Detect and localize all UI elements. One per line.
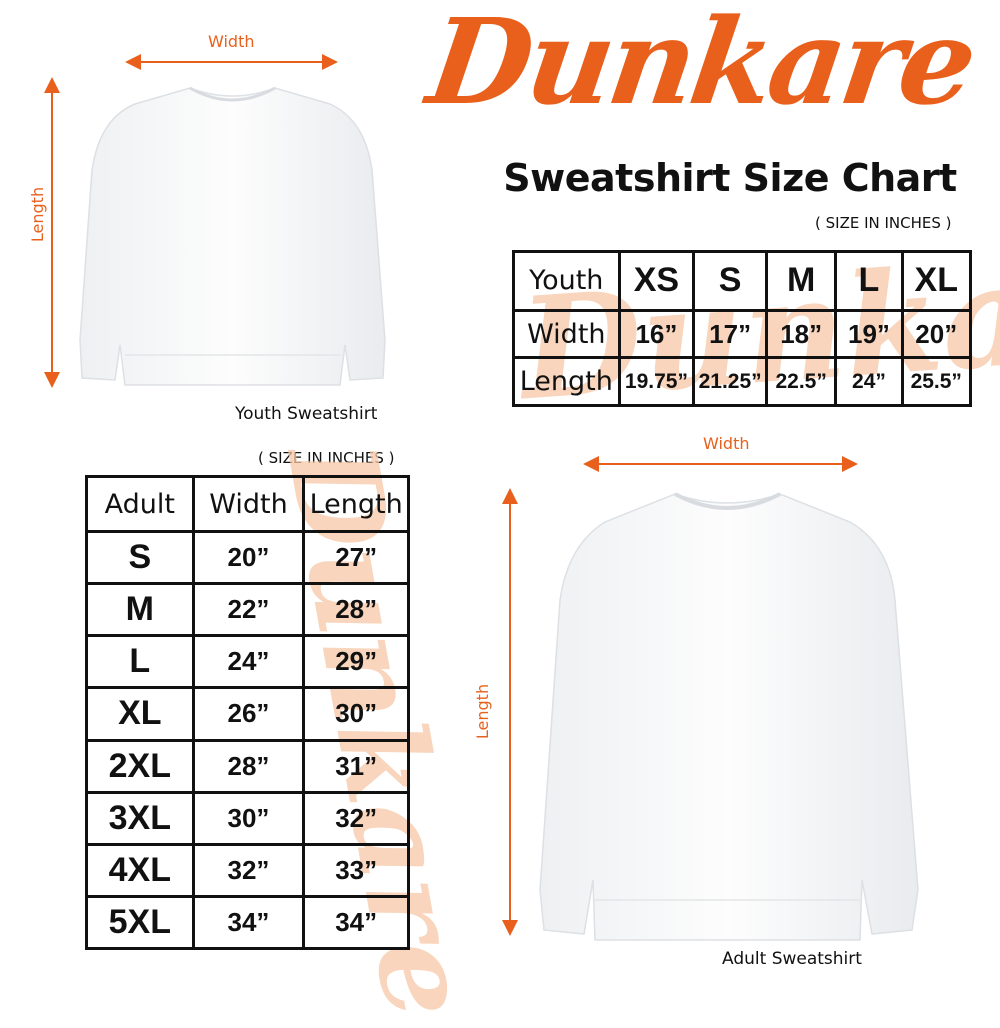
table-row: 3XL 30” 32” [85,790,410,846]
youth-sweatshirt-image [79,86,386,386]
table-cell: 25.5” [900,356,973,407]
table-row: 5XL 34” 34” [85,894,410,951]
youth-sweatshirt-caption: Youth Sweatshirt [235,404,378,424]
table-cell: 31” [302,738,410,794]
table-cell: L [834,250,904,312]
table-cell: 30” [302,686,410,742]
table-cell: 20” [900,308,973,360]
table-cell: S [692,250,768,312]
table-header-row: Youth XS S M L XL [512,250,973,312]
table-row: 2XL 28” 31” [85,738,410,794]
table-cell: Length [512,356,621,407]
table-cell: 33” [302,842,410,898]
table-cell: Length [302,475,410,533]
table-cell: XL [85,686,195,742]
table-cell: 22.5” [764,356,838,407]
table-cell: 27” [302,529,410,586]
table-cell: 17” [692,308,768,360]
table-cell: 2XL [85,738,195,794]
youth-unit-note: ( SIZE IN INCHES ) [815,214,952,232]
table-cell: 32” [191,842,306,898]
table-row: XL 26” 30” [85,686,410,742]
table-cell: XL [900,250,973,312]
table-cell: 16” [617,308,696,360]
page-title: Sweatshirt Size Chart [503,156,957,200]
table-row: S 20” 27” [85,529,410,586]
table-cell: 22” [191,582,306,638]
table-cell: M [85,582,195,638]
table-cell: 19.75” [617,356,696,407]
table-cell: 4XL [85,842,195,898]
table-cell: Width [512,308,621,360]
table-row: L 24” 29” [85,634,410,690]
table-cell: 20” [191,529,306,586]
youth-width-label: Width [208,32,255,51]
table-cell: 29” [302,634,410,690]
table-cell: Width [191,475,306,533]
table-cell: 21.25” [692,356,768,407]
youth-length-label: Length [28,186,48,243]
table-cell: 5XL [85,894,195,951]
table-cell: 32” [302,790,410,846]
youth-size-table: Youth XS S M L XL Width 16” 17” 18” 19” … [512,250,973,407]
adult-size-table: Adult Width Length S 20” 27” M 22” 28” L 24” 2… [85,475,410,951]
table-cell: 18” [764,308,838,360]
table-cell: 26” [191,686,306,742]
table-cell: XS [617,250,696,312]
adult-width-label: Width [703,434,750,453]
table-row: M 22” 28” [85,582,410,638]
table-cell: 28” [302,582,410,638]
adult-unit-note: ( SIZE IN INCHES ) [258,449,395,467]
adult-length-label: Length [473,683,493,740]
table-cell: 24” [834,356,904,407]
table-row: Length 19.75” 21.25” 22.5” 24” 25.5” [512,356,973,407]
table-cell: 34” [191,894,306,951]
brand-logo: Dunkare [420,0,982,131]
table-row: Width 16” 17” 18” 19” 20” [512,308,973,360]
table-cell: 19” [834,308,904,360]
table-cell: L [85,634,195,690]
measurement-arrows [44,54,919,941]
table-cell: Youth [512,250,621,312]
table-cell: Adult [85,475,195,533]
table-cell: 30” [191,790,306,846]
table-cell: 24” [191,634,306,690]
table-cell: 3XL [85,790,195,846]
adult-sweatshirt-caption: Adult Sweatshirt [722,949,862,969]
table-header-row: Adult Width Length [85,475,410,533]
table-row: 4XL 32” 33” [85,842,410,898]
table-cell: 28” [191,738,306,794]
table-cell: S [85,529,195,586]
table-cell: 34” [302,894,410,951]
table-cell: M [764,250,838,312]
adult-sweatshirt-image [539,492,919,941]
